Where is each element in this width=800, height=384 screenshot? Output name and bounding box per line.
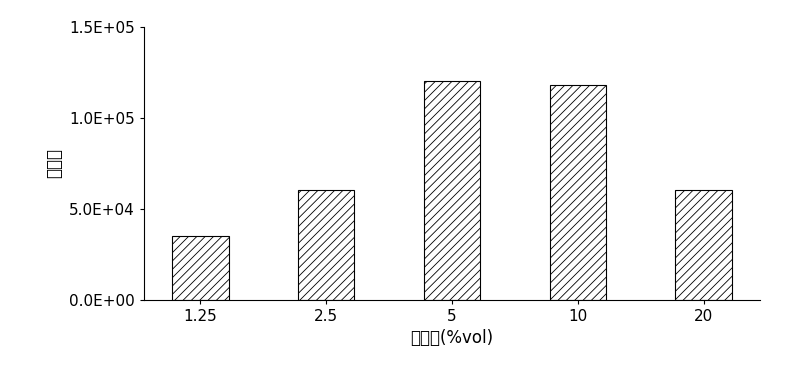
Bar <box>550 85 606 300</box>
Bar <box>675 190 732 300</box>
X-axis label: 酒精度(%vol): 酒精度(%vol) <box>410 329 494 347</box>
Bar <box>298 190 354 300</box>
Bar <box>172 236 229 300</box>
Y-axis label: 峰面积: 峰面积 <box>46 148 64 178</box>
Bar <box>424 81 480 300</box>
